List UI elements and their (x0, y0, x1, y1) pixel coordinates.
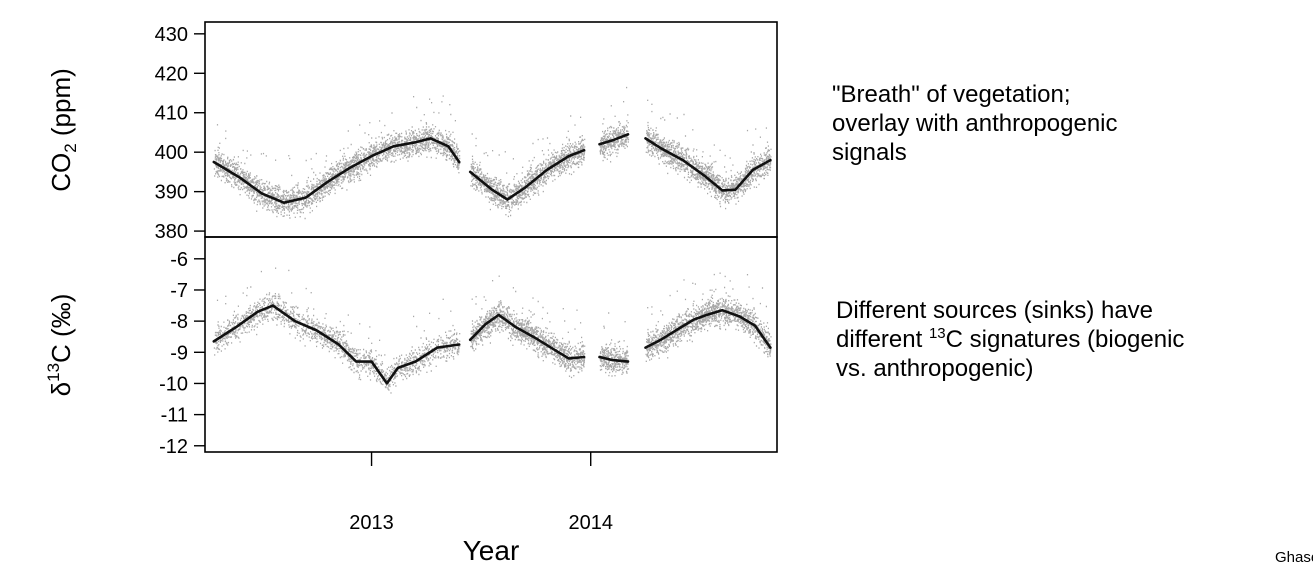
co2-trend-segment-3 (598, 133, 630, 146)
d13c-scatter-points (213, 267, 772, 394)
d13c-note-isotope-superscript: 13 (928, 325, 946, 342)
co2-trend-segment-1 (212, 137, 461, 204)
co2-y-tick-label: 410 (155, 103, 188, 125)
co2-note-line-3: signals (832, 139, 907, 166)
axes-layer: 380 390 400 410 420 430 -12 -11 -10 -9 -8 -7 -6 2013 2… (155, 24, 613, 534)
co2-trend-segment-2 (468, 148, 586, 201)
co2-note-line-1: "Breath" of vegetation; (832, 81, 1071, 108)
smoothed-trend-layer (212, 133, 772, 385)
source-credit: Ghaser (1275, 549, 1313, 566)
d13c-annotation: Different sources (sinks) have different… (836, 296, 1306, 383)
d13c-y-tick-label: -12 (159, 436, 188, 458)
co2-y-tick-label: 400 (155, 142, 188, 164)
co2-y-label-units: (ppm) (46, 68, 76, 143)
co2-note-line-2: overlay with anthropogenic (832, 110, 1118, 137)
d13c-y-tick-label: -6 (170, 249, 188, 271)
d13c-trend-segment-1 (212, 304, 461, 385)
d13c-y-axis-label: δ13C (‰) (44, 294, 76, 397)
d13c-y-tick-label: -10 (159, 373, 188, 395)
co2-y-tick-label: 420 (155, 63, 188, 85)
co2-y-label-subscript: 2 (61, 143, 80, 152)
x-tick-label: 2013 (349, 512, 394, 534)
d13c-trend-segment-4 (644, 308, 772, 349)
d13c-note-line-2-start: different (836, 326, 929, 353)
d13c-note-line-2-end: C signatures (biogenic (945, 326, 1185, 353)
d13c-trend-segment-3 (598, 355, 630, 363)
d13c-y-label-main: δ (46, 382, 76, 396)
d13c-y-label-superscript: 13 (44, 363, 63, 382)
co2-y-tick-label: 380 (155, 221, 188, 243)
d13c-trend-segment-2 (468, 313, 586, 360)
co2-y-tick-label: 430 (155, 24, 188, 46)
d13c-y-tick-label: -11 (161, 405, 188, 427)
co2-y-label-main: CO (46, 153, 76, 192)
d13c-note-line-1: Different sources (sinks) have (836, 297, 1154, 324)
d13c-panel-frame (204, 236, 778, 453)
co2-annotation: "Breath" of vegetation; overlay with ant… (832, 80, 1262, 167)
co2-trend-segment-4 (644, 137, 772, 192)
x-axis-label: Year (463, 535, 520, 566)
co2-y-tick-label: 390 (155, 182, 188, 204)
d13c-note-line-3: vs. anthropogenic) (836, 355, 1034, 382)
x-tick-label: 2014 (568, 512, 613, 534)
co2-y-axis-label: CO2 (ppm) (46, 68, 80, 192)
d13c-y-tick-label: -9 (170, 342, 188, 364)
d13c-y-tick-label: -8 (170, 311, 188, 333)
measurement-scatter-layer (213, 86, 772, 394)
d13c-y-label-units: C (‰) (46, 294, 76, 363)
d13c-y-tick-label: -7 (170, 280, 188, 302)
d13c-note-line-2: different 13C signatures (biogenic (836, 325, 1306, 354)
